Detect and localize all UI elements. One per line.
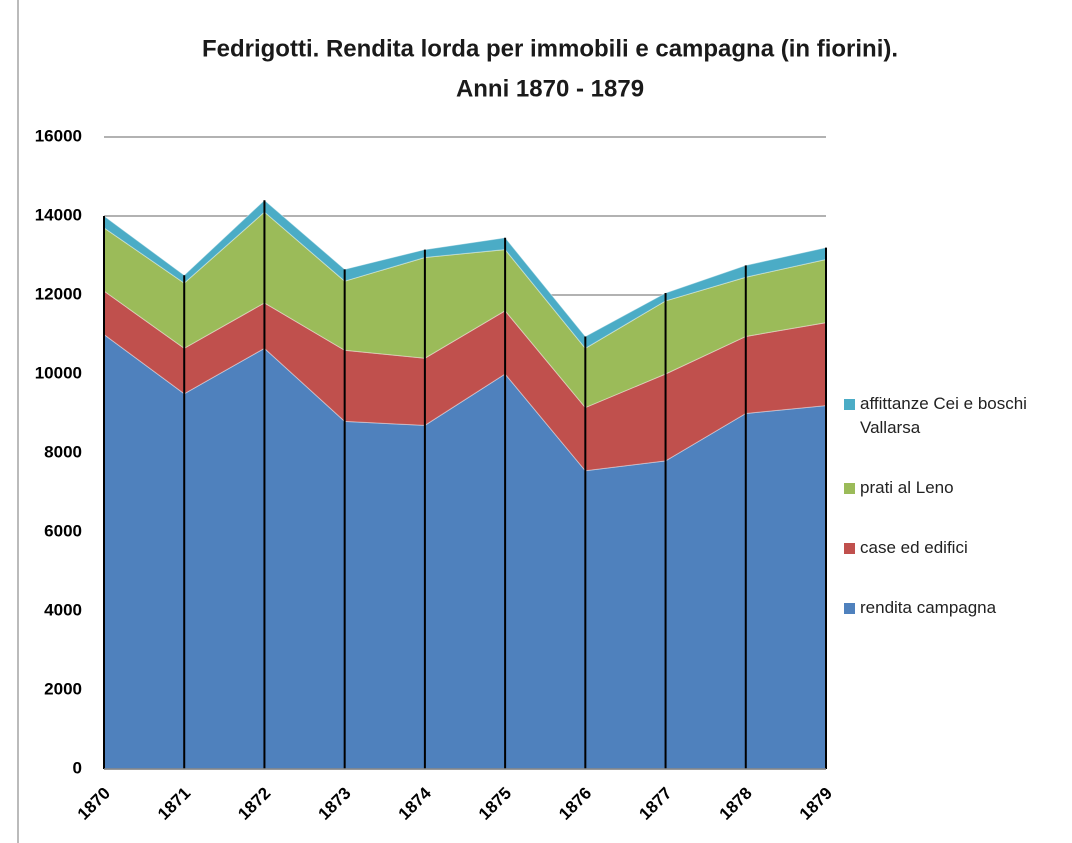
x-tick-label: 1878 — [716, 784, 756, 824]
y-tick-label: 6000 — [44, 521, 82, 540]
x-tick-label: 1870 — [74, 784, 114, 824]
y-tick-label: 14000 — [35, 205, 82, 224]
legend-label: rendita campagna — [860, 598, 997, 617]
y-tick-label: 12000 — [35, 284, 82, 303]
legend-item: rendita campagna — [840, 596, 1065, 620]
legend-swatch — [844, 399, 855, 410]
chart-title: Anni 1870 - 1879 — [456, 75, 644, 102]
legend: affittanze Cei e boschi Vallarsa prati al… — [840, 392, 1065, 656]
chart-title: Fedrigotti. Rendita lorda per immobili e… — [202, 35, 898, 62]
y-tick-label: 4000 — [44, 600, 82, 619]
legend-label: case ed edifici — [860, 538, 968, 557]
legend-swatch — [844, 603, 855, 614]
y-tick-label: 16000 — [35, 126, 82, 145]
y-tick-label: 0 — [73, 758, 82, 777]
y-tick-label: 10000 — [35, 363, 82, 382]
legend-label: affittanze Cei e boschi Vallarsa — [860, 394, 1027, 437]
legend-item: case ed edifici — [840, 536, 1065, 560]
y-tick-label: 8000 — [44, 442, 82, 461]
x-tick-label: 1871 — [154, 784, 194, 824]
x-tick-label: 1877 — [635, 784, 675, 824]
x-tick-label: 1872 — [234, 784, 274, 824]
legend-swatch — [844, 543, 855, 554]
x-tick-label: 1874 — [395, 783, 436, 824]
y-tick-label: 2000 — [44, 679, 82, 698]
x-tick-label: 1876 — [555, 784, 595, 824]
legend-item: prati al Leno — [840, 476, 1065, 500]
legend-label: prati al Leno — [860, 478, 954, 497]
x-tick-label: 1875 — [475, 784, 515, 824]
x-tick-label: 1873 — [314, 784, 354, 824]
legend-swatch — [844, 483, 855, 494]
x-tick-label: 1879 — [796, 784, 836, 824]
legend-item: affittanze Cei e boschi Vallarsa — [840, 392, 1065, 440]
